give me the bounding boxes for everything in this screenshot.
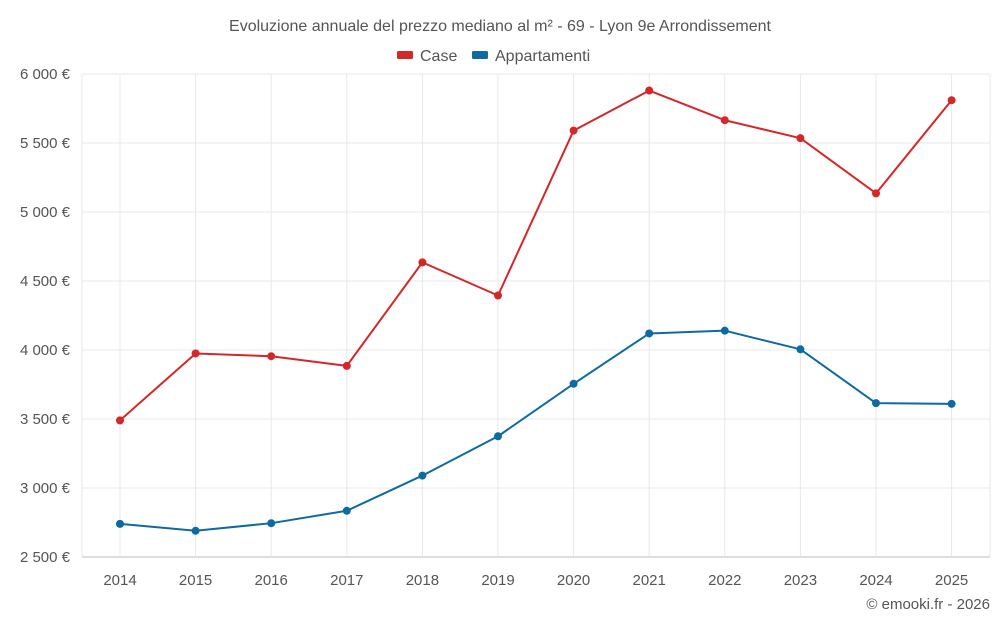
x-tick-label: 2015: [179, 572, 212, 589]
x-axis: 2014 2015 2016 2017 2018 2019 2020 2021 2022 2023…: [103, 572, 968, 589]
credit-text: © emooki.fr - 2026: [866, 596, 990, 613]
y-tick-label: 5 500 €: [20, 135, 71, 152]
series-group: [116, 86, 956, 535]
data-point-case[interactable]: [720, 116, 729, 125]
y-tick-label: 4 500 €: [20, 273, 71, 290]
legend-swatch-appartamenti: [472, 51, 488, 59]
data-point-appartamenti[interactable]: [267, 519, 276, 528]
data-point-case[interactable]: [191, 349, 200, 358]
data-point-appartamenti[interactable]: [645, 329, 654, 338]
data-point-appartamenti[interactable]: [342, 506, 351, 515]
legend-swatch-case: [397, 51, 413, 59]
x-tick-label: 2023: [784, 572, 817, 589]
x-tick-label: 2018: [406, 572, 439, 589]
data-point-appartamenti[interactable]: [191, 526, 200, 535]
data-point-case[interactable]: [796, 134, 805, 143]
data-point-case[interactable]: [116, 416, 124, 425]
chart-title: Evoluzione annuale del prezzo mediano al…: [229, 18, 771, 35]
legend-label-appartamenti[interactable]: Appartamenti: [495, 48, 590, 65]
series-line-appartamenti: [119, 329, 952, 532]
data-point-appartamenti[interactable]: [947, 399, 956, 408]
data-point-case[interactable]: [418, 258, 427, 267]
y-tick-label: 2 500 €: [20, 549, 71, 566]
data-point-appartamenti[interactable]: [796, 345, 805, 354]
data-point-appartamenti[interactable]: [494, 432, 502, 441]
x-tick-label: 2017: [330, 572, 363, 589]
x-tick-label: 2025: [935, 572, 968, 589]
x-tick-label: 2020: [557, 572, 590, 589]
data-point-case[interactable]: [872, 189, 880, 198]
data-point-case[interactable]: [267, 352, 276, 361]
grid: [81, 73, 991, 558]
x-tick-label: 2014: [103, 572, 136, 589]
series-appartamenti: [116, 326, 956, 535]
data-point-appartamenti[interactable]: [720, 326, 729, 335]
data-point-appartamenti[interactable]: [872, 399, 880, 408]
y-tick-label: 4 000 €: [20, 342, 71, 359]
data-point-appartamenti[interactable]: [116, 519, 124, 528]
y-tick-label: 3 000 €: [20, 480, 71, 497]
data-point-case[interactable]: [342, 361, 351, 370]
y-tick-label: 5 000 €: [20, 204, 71, 221]
series-case: [116, 86, 956, 425]
data-point-case[interactable]: [645, 86, 654, 95]
x-tick-label: 2022: [708, 572, 741, 589]
y-tick-label: 3 500 €: [20, 411, 71, 428]
x-tick-label: 2021: [633, 572, 666, 589]
legend-label-case[interactable]: Case: [420, 48, 457, 65]
data-point-case[interactable]: [947, 96, 956, 105]
data-point-case[interactable]: [494, 291, 502, 300]
x-tick-label: 2024: [859, 572, 892, 589]
x-tick-label: 2016: [255, 572, 288, 589]
data-point-appartamenti[interactable]: [569, 379, 578, 388]
legend: Case Appartamenti: [397, 48, 590, 65]
y-axis: 2 500 € 3 000 € 3 500 € 4 000 € 4 500 € 5 000…: [20, 66, 71, 566]
series-line-case: [119, 89, 953, 422]
y-tick-label: 6 000 €: [20, 66, 71, 83]
data-point-case[interactable]: [569, 126, 578, 135]
x-tick-label: 2019: [481, 572, 514, 589]
data-point-appartamenti[interactable]: [418, 471, 427, 480]
